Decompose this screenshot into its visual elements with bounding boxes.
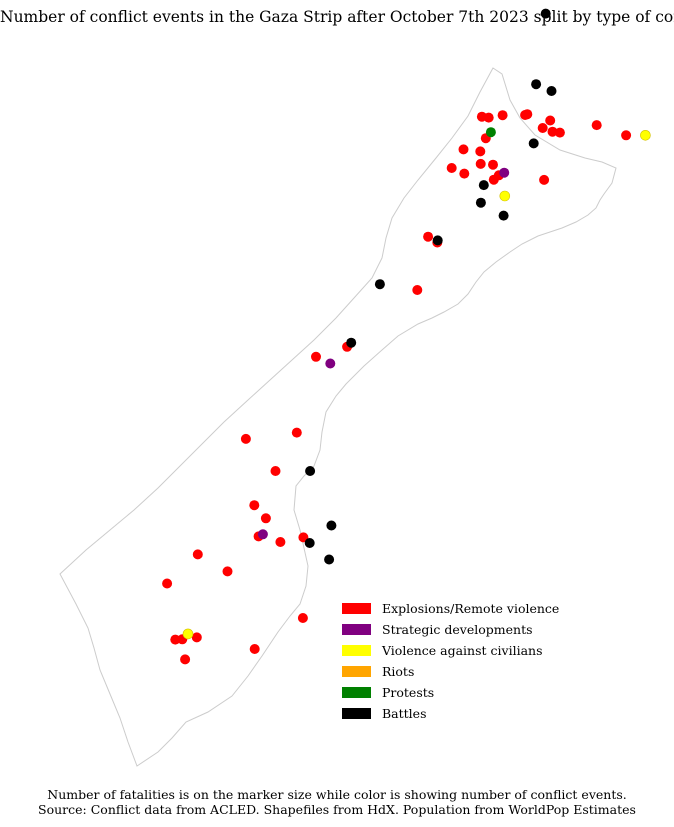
marker-explosions-15 xyxy=(459,168,470,179)
marker-explosions-29 xyxy=(249,500,260,511)
marker-explosions-3 xyxy=(537,123,548,133)
event-markers xyxy=(162,8,651,665)
legend-swatch xyxy=(342,603,371,614)
marker-strategic-1 xyxy=(325,358,336,369)
legend-label: Strategic developments xyxy=(382,622,533,637)
marker-battles-12 xyxy=(304,538,315,548)
legend-label: Battles xyxy=(382,706,427,721)
marker-explosions-27 xyxy=(291,427,302,438)
legend-item-protests: Protests xyxy=(342,682,559,703)
legend-swatch xyxy=(342,645,371,656)
marker-explosions-12 xyxy=(475,146,486,157)
marker-battles-1 xyxy=(531,79,542,90)
footer-note: Number of fatalities is on the marker si… xyxy=(47,787,627,802)
marker-explosions-0 xyxy=(621,130,632,141)
legend-swatch xyxy=(342,624,371,635)
marker-explosions-8 xyxy=(497,110,508,121)
marker-explosions-1 xyxy=(591,120,602,131)
marker-explosions-10 xyxy=(483,112,494,123)
legend-swatch xyxy=(342,666,371,677)
marker-battles-10 xyxy=(305,466,316,476)
gaza-strip-outline xyxy=(59,67,617,767)
marker-battles-3 xyxy=(528,138,539,149)
marker-battles-8 xyxy=(374,279,385,290)
marker-explosions-37 xyxy=(297,613,308,623)
marker-explosions-28 xyxy=(270,466,281,476)
legend-item-civilians: Violence against civilians xyxy=(342,640,559,661)
legend-item-riots: Riots xyxy=(342,661,559,682)
legend-swatch xyxy=(342,687,371,698)
marker-explosions-30 xyxy=(260,513,271,524)
marker-explosions-4 xyxy=(547,126,558,137)
marker-battles-13 xyxy=(324,554,335,565)
marker-explosions-38 xyxy=(170,634,181,645)
marker-explosions-42 xyxy=(180,654,191,665)
marker-battles-4 xyxy=(478,180,489,191)
marker-explosions-20 xyxy=(539,174,550,185)
legend-swatch xyxy=(342,708,371,719)
marker-battles-7 xyxy=(432,235,443,246)
marker-battles-0 xyxy=(540,8,551,19)
marker-explosions-16 xyxy=(475,158,486,169)
marker-explosions-32 xyxy=(275,537,286,547)
marker-battles-5 xyxy=(475,197,486,208)
legend-label: Protests xyxy=(382,685,435,700)
marker-explosions-40 xyxy=(191,632,202,643)
marker-protests-0 xyxy=(485,127,496,138)
marker-civilians-1 xyxy=(499,190,511,202)
legend-item-strategic: Strategic developments xyxy=(342,619,559,640)
marker-explosions-19 xyxy=(488,174,499,185)
marker-strategic-2 xyxy=(257,529,268,540)
marker-explosions-7 xyxy=(520,110,531,120)
marker-explosions-21 xyxy=(423,231,434,242)
marker-explosions-2 xyxy=(554,127,565,138)
marker-explosions-14 xyxy=(446,163,457,173)
legend-label: Explosions/Remote violence xyxy=(382,601,560,616)
legend: Explosions/Remote violence Strategic deve… xyxy=(342,598,559,724)
marker-strategic-0 xyxy=(499,167,510,178)
legend-item-explosions: Explosions/Remote violence xyxy=(342,598,559,619)
marker-battles-2 xyxy=(546,86,557,96)
marker-explosions-34 xyxy=(192,549,203,560)
marker-civilians-0 xyxy=(640,130,651,141)
legend-label: Violence against civilians xyxy=(382,643,543,658)
legend-label: Riots xyxy=(382,664,415,679)
marker-battles-9 xyxy=(346,337,357,348)
marker-explosions-41 xyxy=(249,644,260,654)
legend-item-battles: Battles xyxy=(342,703,559,724)
marker-explosions-35 xyxy=(222,566,233,577)
map-title: Number of conflict events in the Gaza St… xyxy=(0,8,674,26)
marker-battles-6 xyxy=(498,210,509,221)
footer: Number of fatalities is on the marker si… xyxy=(0,787,674,817)
marker-explosions-13 xyxy=(458,144,469,155)
marker-explosions-5 xyxy=(545,115,556,126)
marker-explosions-36 xyxy=(162,578,173,589)
marker-explosions-26 xyxy=(240,433,251,444)
marker-battles-11 xyxy=(326,520,337,531)
marker-explosions-23 xyxy=(412,285,423,295)
marker-explosions-17 xyxy=(488,159,498,170)
footer-source: Source: Conflict data from ACLED. Shapef… xyxy=(38,802,636,817)
marker-civilians-2 xyxy=(182,628,194,640)
marker-explosions-25 xyxy=(311,351,321,362)
